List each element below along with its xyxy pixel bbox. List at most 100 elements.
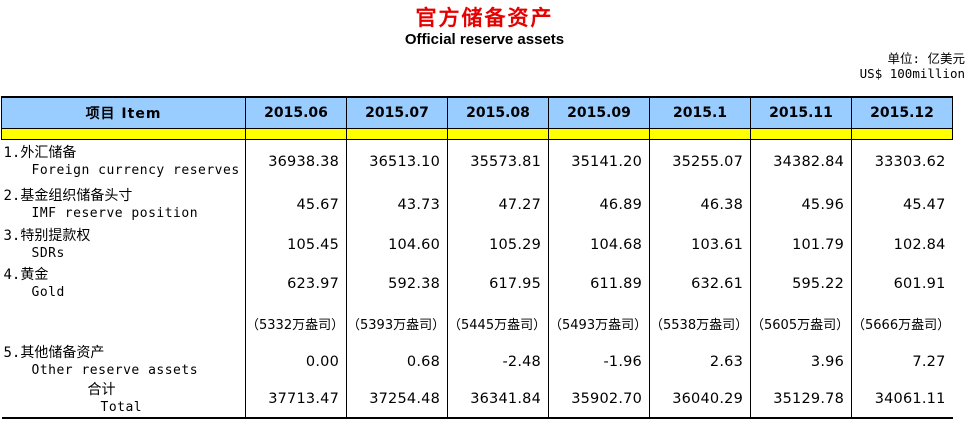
band-cell bbox=[548, 127, 650, 140]
table-row-total: 合计 Total 37713.47 37254.48 36341.84 3590… bbox=[1, 380, 953, 419]
value-cell: 36341.84 bbox=[447, 380, 549, 419]
value-cell: 36513.10 bbox=[346, 139, 448, 185]
table-row-sdrs: 3.特别提款权 SDRs 105.45 104.60 105.29 104.68… bbox=[2, 225, 953, 265]
row-label-zh: 2.基金组织储备头寸 bbox=[3, 188, 133, 204]
band-cell bbox=[447, 127, 549, 140]
row-label: 5.其他储备资产 Other reserve assets bbox=[2, 343, 246, 380]
value-cell: 3.96 bbox=[750, 343, 852, 380]
column-header-2015-12: 2015.12 bbox=[851, 96, 953, 129]
value-cell: 0.00 bbox=[245, 343, 347, 380]
reserve-assets-table: 项目 Item 2015.06 2015.07 2015.08 2015.09 … bbox=[1, 96, 953, 419]
row-label: 3.特别提款权 SDRs bbox=[2, 225, 246, 265]
value-cell: 47.27 bbox=[447, 185, 549, 225]
row-label bbox=[2, 303, 246, 343]
value-cell: （5393万盎司） bbox=[346, 303, 448, 343]
column-header-2015-07: 2015.07 bbox=[346, 96, 448, 129]
row-label-en: Total bbox=[100, 399, 143, 415]
value-cell: （5332万盎司） bbox=[245, 303, 347, 343]
value-cell: 105.29 bbox=[447, 225, 549, 265]
row-label: 4.黄金 Gold bbox=[2, 265, 246, 303]
value-cell: 632.61 bbox=[649, 265, 751, 303]
row-label-en: SDRs bbox=[31, 246, 65, 261]
value-cell: -2.48 bbox=[447, 343, 549, 380]
yellow-band-row bbox=[1, 127, 953, 140]
row-label-zh: 合计 bbox=[87, 381, 116, 398]
value-cell: （5493万盎司） bbox=[548, 303, 650, 343]
value-cell: 45.96 bbox=[750, 185, 852, 225]
unit-note: 单位: 亿美元 US$ 100million bbox=[860, 51, 965, 81]
table-row-imf-reserve-position: 2.基金组织储备头寸 IMF reserve position 45.67 43… bbox=[2, 185, 953, 225]
value-cell: 35255.07 bbox=[649, 139, 751, 185]
band-cell bbox=[245, 127, 347, 140]
value-cell: 101.79 bbox=[750, 225, 852, 265]
value-cell: 617.95 bbox=[447, 265, 549, 303]
value-cell: 37713.47 bbox=[245, 380, 347, 419]
value-cell: 37254.48 bbox=[346, 380, 448, 419]
value-cell: （5666万盎司） bbox=[851, 303, 953, 343]
row-label: 合计 Total bbox=[1, 380, 246, 419]
value-cell: 46.89 bbox=[548, 185, 650, 225]
band-cell bbox=[1, 127, 246, 140]
value-cell: 102.84 bbox=[851, 225, 953, 265]
value-cell: 46.38 bbox=[649, 185, 751, 225]
column-header-2015-09: 2015.09 bbox=[548, 96, 650, 129]
value-cell: 36040.29 bbox=[649, 380, 751, 419]
row-label-en: IMF reserve position bbox=[31, 206, 199, 221]
value-cell: 35573.81 bbox=[447, 139, 549, 185]
value-cell: 34061.11 bbox=[851, 380, 953, 419]
value-cell: 45.47 bbox=[851, 185, 953, 225]
row-label-en: Foreign currency reserves bbox=[31, 163, 240, 179]
value-cell: 34382.84 bbox=[750, 139, 852, 185]
value-cell: 33303.62 bbox=[851, 139, 953, 185]
table-row-foreign-currency-reserves: 1.外汇储备 Foreign currency reserves 36938.3… bbox=[2, 139, 953, 185]
table-row-gold-ounces: （5332万盎司） （5393万盎司） （5445万盎司） （5493万盎司） … bbox=[2, 303, 953, 343]
band-cell bbox=[649, 127, 751, 140]
value-cell: 105.45 bbox=[245, 225, 347, 265]
value-cell: （5445万盎司） bbox=[447, 303, 549, 343]
value-cell: 43.73 bbox=[346, 185, 448, 225]
unit-note-en: US$ 100million bbox=[859, 66, 965, 81]
page-subtitle: Official reserve assets bbox=[404, 31, 565, 48]
value-cell: 104.60 bbox=[346, 225, 448, 265]
table-row-other-reserve-assets: 5.其他储备资产 Other reserve assets 0.00 0.68 … bbox=[2, 343, 953, 380]
value-cell: 36938.38 bbox=[245, 139, 347, 185]
row-label-en: Other reserve assets bbox=[31, 362, 199, 378]
value-cell: 45.67 bbox=[245, 185, 347, 225]
value-cell: 2.63 bbox=[649, 343, 751, 380]
value-cell: 0.68 bbox=[346, 343, 448, 380]
value-cell: 611.89 bbox=[548, 265, 650, 303]
header-row: 项目 Item 2015.06 2015.07 2015.08 2015.09 … bbox=[1, 96, 953, 129]
value-cell: 35902.70 bbox=[548, 380, 650, 419]
value-cell: 7.27 bbox=[851, 343, 953, 380]
value-cell: -1.96 bbox=[548, 343, 650, 380]
table-row-gold: 4.黄金 Gold 623.97 592.38 617.95 611.89 63… bbox=[2, 265, 953, 303]
row-label-en: Gold bbox=[31, 285, 65, 300]
row-label-zh: 5.其他储备资产 bbox=[3, 344, 105, 361]
band-cell bbox=[851, 127, 953, 140]
column-header-2015-08: 2015.08 bbox=[447, 96, 549, 129]
row-label: 2.基金组织储备头寸 IMF reserve position bbox=[2, 185, 246, 225]
row-label: 1.外汇储备 Foreign currency reserves bbox=[2, 139, 246, 185]
value-cell: 595.22 bbox=[750, 265, 852, 303]
value-cell: （5538万盎司） bbox=[649, 303, 751, 343]
row-label-zh: 3.特别提款权 bbox=[3, 228, 91, 244]
unit-note-zh: 单位: 亿美元 bbox=[887, 51, 965, 66]
row-label-zh: 1.外汇储备 bbox=[3, 145, 77, 162]
page-title: 官方储备资产 bbox=[415, 5, 554, 30]
column-header-2015-11: 2015.11 bbox=[750, 96, 852, 129]
value-cell: 103.61 bbox=[649, 225, 751, 265]
value-cell: 592.38 bbox=[346, 265, 448, 303]
column-header-2015-06: 2015.06 bbox=[245, 96, 347, 129]
row-label-zh: 4.黄金 bbox=[3, 267, 49, 283]
value-cell: 35141.20 bbox=[548, 139, 650, 185]
value-cell: 623.97 bbox=[245, 265, 347, 303]
column-header-item: 项目 Item bbox=[1, 96, 246, 129]
value-cell: （5605万盎司） bbox=[750, 303, 852, 343]
value-cell: 601.91 bbox=[851, 265, 953, 303]
column-header-2015-10: 2015.1 bbox=[649, 96, 751, 129]
value-cell: 35129.78 bbox=[750, 380, 852, 419]
band-cell bbox=[750, 127, 852, 140]
band-cell bbox=[346, 127, 448, 140]
value-cell: 104.68 bbox=[548, 225, 650, 265]
